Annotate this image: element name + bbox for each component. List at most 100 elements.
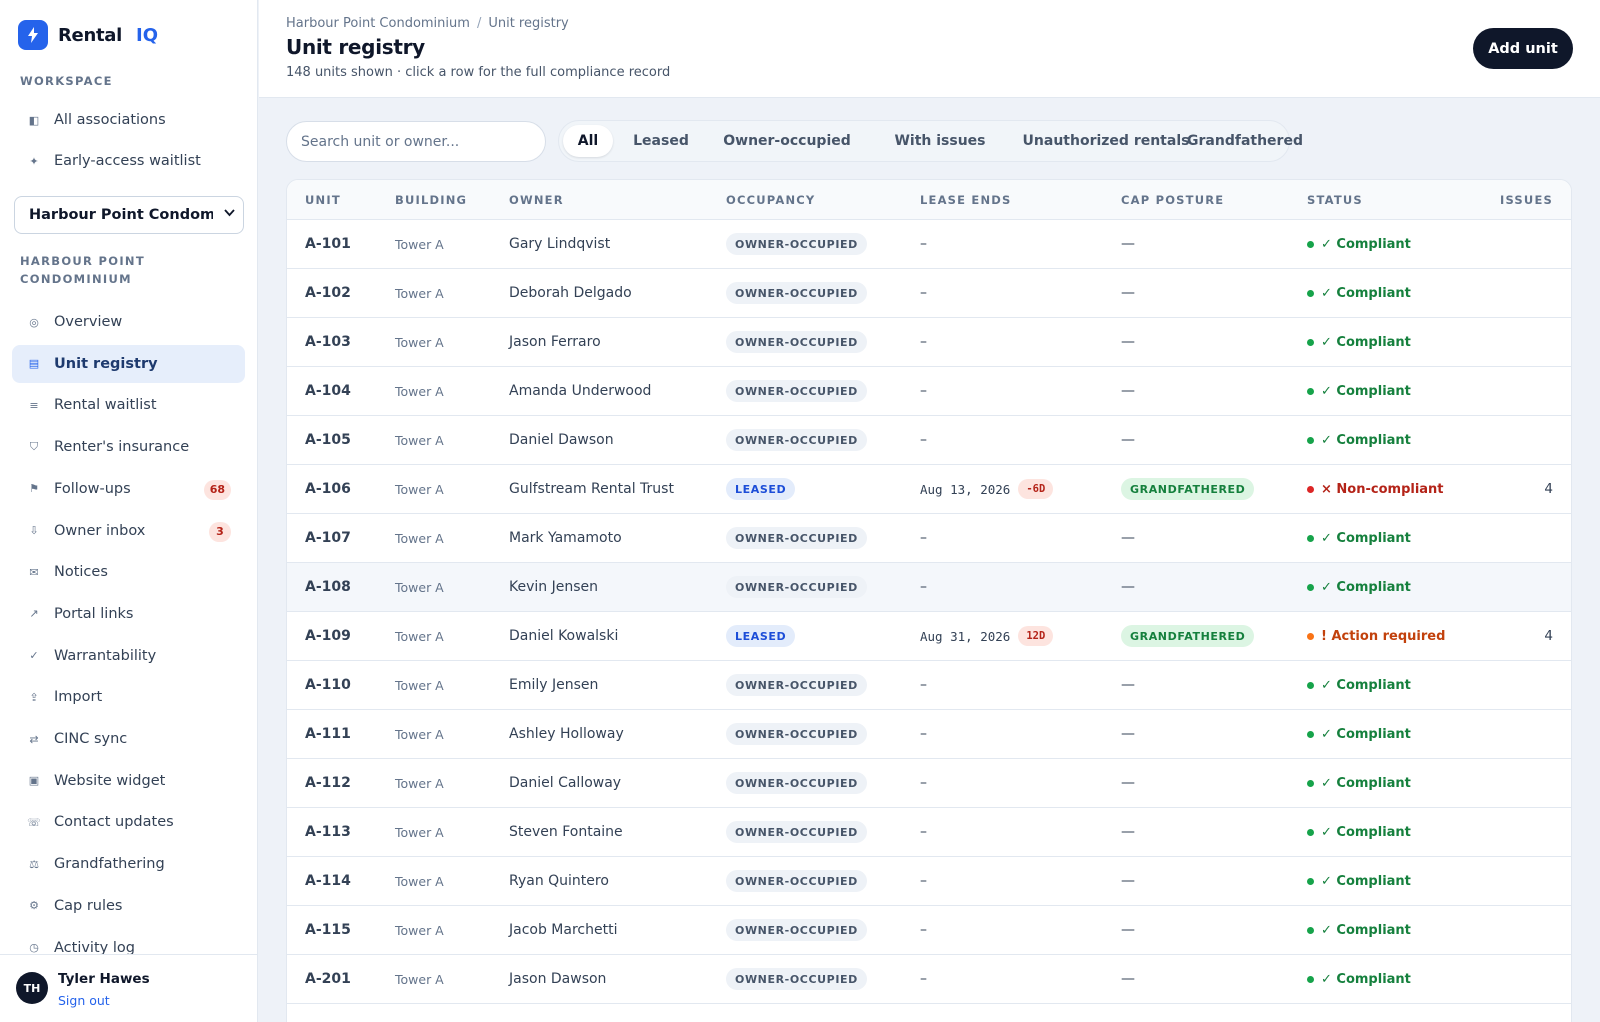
menu-icon: ≡	[29, 398, 39, 412]
table-row[interactable]: A-113 Tower A Steven Fontaine OWNER-OCCUPIE…	[287, 808, 1571, 857]
sidebar-item-label: Grandfathering	[54, 856, 165, 873]
unit-id: A-114	[305, 873, 351, 889]
sign-out-link[interactable]: Sign out	[58, 993, 110, 1008]
cap-posture-cell: —	[1121, 857, 1135, 905]
sidebar-item-label: Activity log	[54, 939, 135, 956]
tab-owner-occupied[interactable]: Owner-occupied	[723, 133, 851, 149]
sidebar-item-renter-s-insurance[interactable]: ⛉ Renter's insurance	[12, 428, 245, 466]
association-select[interactable]: Harbour Point Condominium	[14, 196, 244, 234]
table-row[interactable]: A-107 Tower A Mark Yamamoto OWNER-OCCUPIED –…	[287, 514, 1571, 563]
sidebar-item-activity-log[interactable]: ◷ Activity log	[12, 929, 245, 967]
occupancy-cell: OWNER-OCCUPIED	[726, 710, 867, 758]
owner-name: Kevin Jensen	[509, 579, 598, 595]
sidebar-item-unit-registry[interactable]: ▤ Unit registry	[12, 344, 245, 383]
column-header-unit[interactable]: UNIT	[305, 193, 341, 207]
table-row[interactable]: A-108 Tower A Kevin Jensen OWNER-OCCUPIED – —…	[287, 563, 1571, 612]
status-dot-icon	[1307, 583, 1314, 591]
sidebar-item-portal-links[interactable]: ↗ Portal links	[12, 595, 245, 633]
lease-ends-cell: –	[920, 906, 927, 954]
tab-all[interactable]: All	[563, 125, 613, 157]
status-cell: ✓ Compliant	[1307, 269, 1411, 317]
status-label: ✓ Compliant	[1321, 824, 1411, 840]
table-row[interactable]: A-115 Tower A Jacob Marchetti OWNER-OCCUPIE…	[287, 906, 1571, 955]
sidebar-item-import[interactable]: ⇪ Import	[12, 678, 245, 716]
gear-icon: ⚙	[29, 899, 39, 913]
sidebar-item-contact-updates[interactable]: ☏ Contact updates	[12, 803, 245, 841]
owner-name: Daniel Calloway	[509, 775, 622, 791]
occupancy-badge: LEASED	[726, 478, 796, 500]
phone-icon: ☏	[27, 815, 41, 829]
column-header-cap-posture[interactable]: CAP POSTURE	[1121, 193, 1225, 207]
column-header-occupancy[interactable]: OCCUPANCY	[726, 193, 816, 207]
table-row[interactable]: A-109 Tower A Daniel Kowalski LEASED Aug 31,…	[287, 612, 1571, 661]
sidebar-item-cinc-sync[interactable]: ⇄ CINC sync	[12, 720, 245, 758]
sidebar-item-notices[interactable]: ✉ Notices	[12, 553, 245, 591]
status-dot-icon	[1307, 877, 1314, 885]
page-title: Unit registry	[286, 35, 425, 59]
sidebar-item-label: Contact updates	[54, 814, 174, 831]
sidebar-item-owner-inbox[interactable]: ⇩ Owner inbox 3	[12, 512, 245, 550]
column-header-issues[interactable]: ISSUES	[1499, 193, 1553, 207]
sidebar-item-rental-waitlist[interactable]: ≡ Rental waitlist	[12, 386, 245, 424]
table-row[interactable]: A-112 Tower A Daniel Calloway OWNER-OCCUPIE…	[287, 759, 1571, 808]
sidebar-item-follow-ups[interactable]: ⚑ Follow-ups 68	[12, 470, 245, 508]
bolt-icon	[18, 20, 48, 50]
breadcrumb: Harbour Point Condominium / Unit registr…	[286, 16, 569, 31]
column-header-owner[interactable]: OWNER	[509, 193, 564, 207]
sidebar-item-label: Rental waitlist	[54, 397, 157, 414]
tab-grandfathered[interactable]: Grandfathered	[1187, 133, 1303, 149]
count-badge: 3	[209, 521, 231, 542]
cap-posture-cell: —	[1121, 367, 1135, 415]
building-name: Tower A	[395, 922, 444, 938]
status-label: ✓ Compliant	[1321, 530, 1411, 546]
column-header-building[interactable]: BUILDING	[395, 193, 468, 207]
search-field[interactable]	[286, 121, 546, 162]
sidebar-item-all-associations[interactable]: ◧ All associations	[12, 101, 245, 139]
occupancy-cell: OWNER-OCCUPIED	[726, 416, 867, 464]
sidebar-item-early-access-waitlist[interactable]: ✦ Early-access waitlist	[12, 142, 245, 180]
breadcrumb-current: Unit registry	[488, 16, 569, 31]
brand[interactable]: Rental IQ	[18, 20, 158, 50]
status-cell: ✓ Compliant	[1307, 759, 1411, 807]
column-header-lease-ends[interactable]: LEASE ENDS	[920, 193, 1012, 207]
table-row[interactable]: A-103 Tower A Jason Ferraro OWNER-OCCUPIED –…	[287, 318, 1571, 367]
cap-posture-value: —	[1121, 873, 1135, 889]
table-row[interactable]: A-114 Tower A Ryan Quintero OWNER-OCCUPIED –…	[287, 857, 1571, 906]
breadcrumb-association[interactable]: Harbour Point Condominium	[286, 16, 470, 31]
table-row[interactable]: A-201 Tower A Jason Dawson OWNER-OCCUPIED – —…	[287, 955, 1571, 1004]
add-unit-button[interactable]: Add unit	[1473, 28, 1573, 69]
search-input[interactable]	[301, 133, 531, 150]
tab-with-issues[interactable]: With issues	[894, 133, 986, 149]
issues-count	[1487, 759, 1553, 807]
tab-leased[interactable]: Leased	[633, 133, 689, 149]
sidebar-item-warrantability[interactable]: ✓ Warrantability	[12, 637, 245, 675]
avatar[interactable]: TH	[16, 972, 48, 1004]
table-row[interactable]: A-106 Tower A Gulfstream Rental Trust LEASE…	[287, 465, 1571, 514]
table-row[interactable]: A-110 Tower A Emily Jensen OWNER-OCCUPIED – —…	[287, 661, 1571, 710]
column-header-status[interactable]: STATUS	[1307, 193, 1363, 207]
status-cell: ✓ Compliant	[1307, 318, 1411, 366]
issues-count	[1487, 220, 1553, 268]
unit-id: A-110	[305, 677, 351, 693]
target-icon: ◎	[29, 315, 39, 329]
issues-count	[1487, 367, 1553, 415]
occupancy-badge: OWNER-OCCUPIED	[726, 919, 867, 941]
table-row[interactable]: A-111 Tower A Ashley Holloway OWNER-OCCUPIE…	[287, 710, 1571, 759]
tab-unauthorized-rentals[interactable]: Unauthorized rentals	[1022, 133, 1190, 149]
lease-ends-cell: Aug 31, 2026 12D	[920, 612, 1054, 660]
table-row[interactable]: A-102 Tower A Deborah Delgado OWNER-OCCUPIE…	[287, 269, 1571, 318]
table-row[interactable]: A-101 Tower A Gary Lindqvist OWNER-OCCUPIED…	[287, 220, 1571, 269]
user-name: Tyler Hawes	[58, 971, 150, 987]
table-row[interactable]: A-105 Tower A Daniel Dawson OWNER-OCCUPIED –…	[287, 416, 1571, 465]
table-row[interactable]: A-104 Tower A Amanda Underwood OWNER-OCCUPI…	[287, 367, 1571, 416]
status-label: ✓ Compliant	[1321, 873, 1411, 889]
sidebar-item-grandfathering[interactable]: ⚖ Grandfathering	[12, 845, 245, 883]
sidebar-item-cap-rules[interactable]: ⚙ Cap rules	[12, 887, 245, 925]
unit-id: A-113	[305, 824, 351, 840]
status-dot-icon	[1307, 436, 1314, 444]
status-cell: ✓ Compliant	[1307, 710, 1411, 758]
sidebar-item-overview[interactable]: ◎ Overview	[12, 303, 245, 341]
sidebar-item-website-widget[interactable]: ▣ Website widget	[12, 762, 245, 800]
status-cell: ✓ Compliant	[1307, 955, 1411, 1003]
issues-count	[1487, 661, 1553, 709]
